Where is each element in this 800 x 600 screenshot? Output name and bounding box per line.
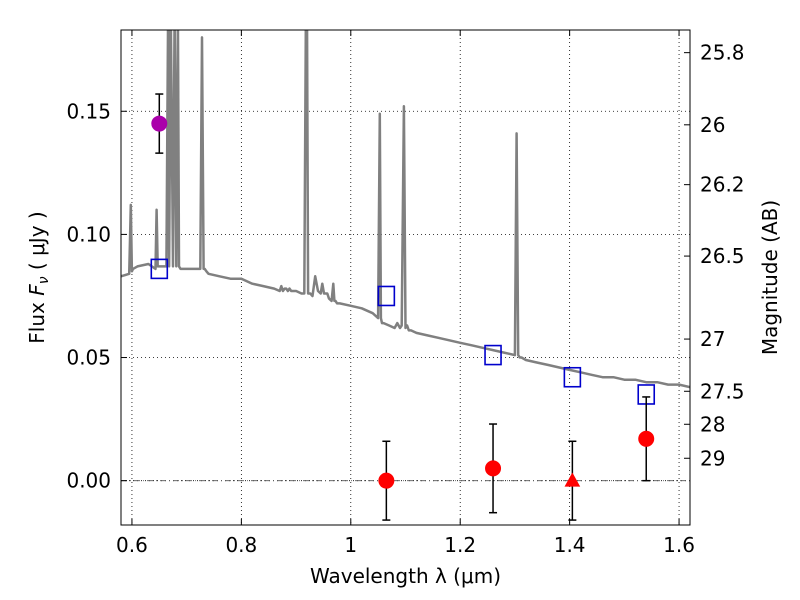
- y2-tick-label: 28: [700, 412, 725, 436]
- x-tick-label: 0.6: [116, 533, 148, 557]
- x-tick-label: 0.8: [225, 533, 257, 557]
- x-tick-label: 1.2: [444, 533, 476, 557]
- y2-tick-label: 26.2: [700, 173, 745, 197]
- y2-axis-label: Magnitude (AB): [758, 200, 782, 355]
- x-tick-label: 1.4: [554, 533, 586, 557]
- observed-point: [485, 460, 502, 477]
- grid: [121, 30, 690, 525]
- y2-tick-label: 27: [700, 327, 725, 351]
- y2-tick-label: 25.8: [700, 41, 745, 65]
- model-photometry-point: [150, 258, 169, 280]
- observed-point: [378, 472, 395, 489]
- observed-point: [638, 430, 655, 447]
- x-tick-label: 1.6: [663, 533, 695, 557]
- y2-tick-label: 26.5: [700, 244, 745, 268]
- model-photometry-point: [484, 344, 502, 366]
- y-axis-label: Flux Fν ( μJy ): [25, 211, 52, 343]
- model-photometry-point: [377, 285, 396, 307]
- x-axis-label: Wavelength λ (μm): [310, 564, 501, 588]
- y2-tick-label: 26: [700, 113, 725, 137]
- plot-area: [121, 30, 690, 521]
- axes-ticks: 0.6 0.8 1 1.2 1.4 1.6 0.00 0.05 0.10 0.15 25.8 26 26…: [66, 30, 745, 557]
- y2-tick-label: 27.5: [700, 379, 745, 403]
- y-tick-label: 0.05: [66, 346, 111, 370]
- x-tick-label: 1: [344, 533, 357, 557]
- y-tick-label: 0.15: [66, 99, 111, 123]
- y2-tick-label: 29: [700, 446, 725, 470]
- upper-limit-point: [564, 472, 581, 487]
- y-tick-label: 0.00: [66, 469, 111, 493]
- optical-point: [151, 115, 168, 132]
- y-tick-label: 0.10: [66, 222, 111, 246]
- plot-frame: [120, 29, 691, 526]
- sed-model-line: [121, 30, 690, 389]
- model-photometry-point: [563, 366, 582, 388]
